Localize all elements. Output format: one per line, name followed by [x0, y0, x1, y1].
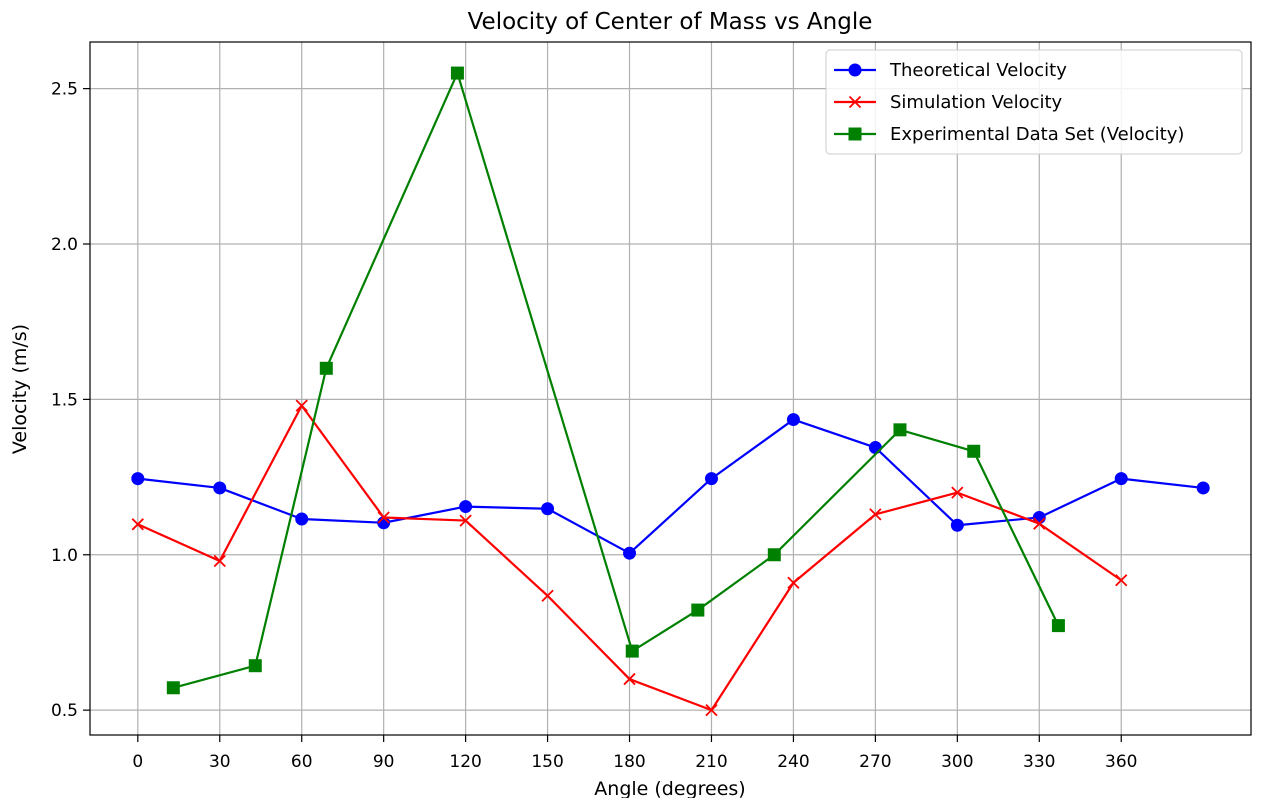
data-point: [1051, 619, 1065, 633]
data-point: [295, 399, 308, 412]
y-tick-label: 2.0: [51, 235, 78, 255]
legend-entry: Simulation Velocity: [834, 92, 1063, 113]
y-axis-label: Velocity (m/s): [9, 324, 31, 454]
x-tick-label: 60: [291, 752, 313, 772]
y-tick-label: 0.5: [51, 701, 78, 721]
data-point: [691, 603, 705, 617]
data-point: [248, 659, 262, 673]
x-tick-label: 150: [531, 752, 563, 772]
x-tick-label: 270: [859, 752, 891, 772]
plot-series: [131, 66, 1210, 717]
data-point: [131, 518, 144, 531]
data-point: [625, 644, 639, 658]
data-point: [319, 361, 333, 375]
y-tick-label: 1.5: [51, 390, 78, 410]
x-axis-label: Angle (degrees): [594, 778, 745, 798]
legend-label: Experimental Data Set (Velocity): [890, 124, 1184, 145]
legend-box: [825, 49, 1243, 155]
y-axis-ticks: 0.5 1.0 1.5 2.0 2.5: [51, 80, 90, 721]
data-point: [623, 672, 636, 686]
data-point: [166, 681, 180, 695]
data-point: [450, 66, 464, 80]
legend-marker: [848, 127, 862, 141]
x-axis-ticks: 0 30 60 90 120 150 180 210 240 270 300 330 360: [132, 735, 1137, 772]
data-point: [377, 511, 390, 524]
grid: [90, 42, 1251, 735]
x-tick-label: 330: [1023, 752, 1055, 772]
series-0: [131, 413, 1210, 560]
data-point: [869, 508, 882, 521]
series-2: [166, 66, 1065, 695]
data-point: [541, 589, 554, 602]
data-point: [951, 486, 964, 499]
legend-label: Simulation Velocity: [890, 92, 1063, 113]
data-point: [541, 502, 555, 516]
data-point: [623, 546, 637, 560]
y-tick-label: 2.5: [51, 80, 78, 100]
plot-frame: [89, 41, 1252, 736]
data-point: [295, 512, 309, 526]
x-tick-label: 0: [132, 752, 143, 772]
data-point: [459, 500, 473, 514]
data-point: [950, 518, 964, 532]
legend-label: Theoretical Velocity: [889, 60, 1067, 81]
data-point: [1114, 472, 1128, 486]
data-point: [213, 481, 227, 495]
data-point: [1115, 574, 1128, 587]
x-tick-label: 120: [449, 752, 481, 772]
x-tick-label: 90: [373, 752, 395, 772]
data-point: [705, 704, 718, 717]
data-point: [1033, 517, 1046, 530]
data-point: [967, 444, 981, 458]
data-point: [868, 441, 882, 455]
legend-marker: [848, 95, 862, 109]
series-1: [131, 399, 1128, 717]
x-tick-label: 240: [777, 752, 809, 772]
x-tick-label: 30: [209, 752, 231, 772]
data-point: [213, 554, 226, 568]
x-tick-label: 360: [1105, 752, 1137, 772]
x-tick-label: 180: [613, 752, 645, 772]
data-point: [704, 472, 718, 486]
data-point: [1196, 481, 1210, 495]
data-point: [786, 413, 800, 427]
legend-entry: Experimental Data Set (Velocity): [834, 124, 1184, 145]
y-tick-label: 1.0: [51, 546, 78, 566]
legend-marker: [848, 63, 862, 77]
data-point: [459, 514, 472, 527]
legend-entry: Theoretical Velocity: [834, 60, 1067, 81]
data-point: [767, 548, 781, 562]
data-point: [787, 576, 800, 589]
x-tick-label: 300: [941, 752, 973, 772]
x-tick-label: 210: [695, 752, 727, 772]
data-point: [131, 472, 145, 486]
series-line: [173, 71, 1060, 689]
chart-title: Velocity of Center of Mass vs Angle: [468, 9, 873, 35]
data-point: [893, 423, 907, 437]
legend: Theoretical Velocity Simulation Velocity E…: [825, 49, 1243, 155]
